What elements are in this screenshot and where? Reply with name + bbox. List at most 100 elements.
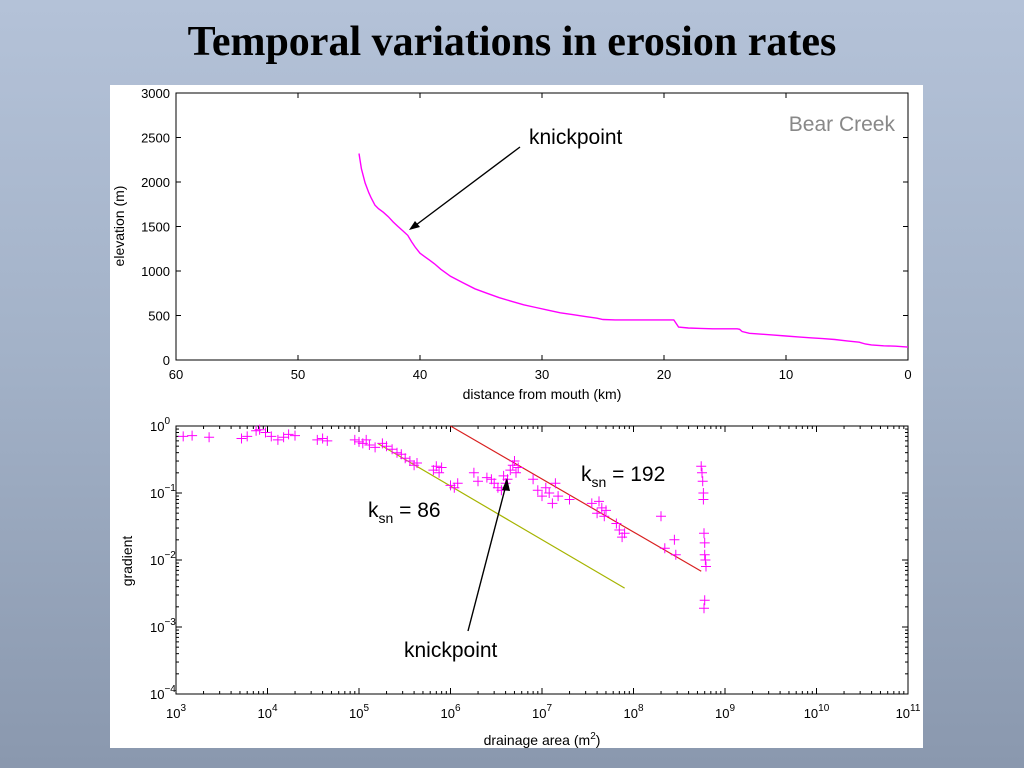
data-point-marker — [317, 433, 328, 444]
data-point-marker — [283, 429, 294, 440]
elevation-x-tick-label: 30 — [535, 367, 549, 382]
elevation-x-axis-label: distance from mouth (km) — [463, 386, 622, 402]
data-point-marker — [699, 537, 710, 548]
data-point-marker — [468, 467, 479, 478]
data-point-marker — [544, 488, 555, 498]
data-point-marker — [697, 467, 707, 478]
data-point-marker — [564, 494, 575, 505]
data-point-marker — [481, 472, 492, 483]
data-point-marker — [596, 502, 607, 513]
data-point-marker — [322, 435, 333, 446]
elevation-y-tick-label: 2000 — [141, 175, 170, 190]
data-point-marker — [699, 595, 710, 606]
data-point-marker — [392, 447, 402, 458]
data-point-marker — [266, 431, 277, 442]
data-point-marker — [699, 549, 710, 560]
data-point-marker — [409, 460, 420, 471]
slope-area-x-ticks: 103 104 105 106 107 108 109 1010 1011 — [166, 426, 921, 721]
data-point-marker — [513, 462, 524, 473]
data-point-marker — [586, 498, 597, 509]
elevation-y-tick-label: 0 — [163, 353, 170, 368]
elevation-x-tick-label: 60 — [169, 367, 183, 382]
data-point-marker — [537, 491, 547, 502]
ksn-86-label: ksn = 86 — [368, 499, 441, 526]
data-point-marker — [697, 476, 708, 487]
data-point-marker — [698, 494, 709, 505]
elevation-y-tick-label: 2500 — [141, 131, 170, 146]
figure-panel: 60 50 40 30 20 10 0 0 500 1000 1500 2000 2500 3000 d… — [110, 85, 923, 748]
data-point-marker — [412, 458, 422, 468]
data-point-marker — [670, 549, 681, 560]
slope-area-axes: 103 104 105 106 107 108 109 1010 1011 10−410−310… — [119, 416, 921, 748]
data-point-marker — [473, 476, 483, 487]
knickpoint-label-top: knickpoint — [529, 126, 623, 149]
slope-area-x-tick-label: 104 — [257, 703, 277, 721]
data-point-marker — [509, 456, 520, 466]
slope-area-x-axis-label: drainage area (m2) — [484, 731, 601, 748]
elevation-x-tick-label: 0 — [904, 367, 911, 382]
data-point-marker — [599, 511, 610, 522]
slope-area-points — [178, 424, 711, 614]
data-point-marker — [700, 555, 711, 565]
slide-title: Temporal variations in erosion rates — [187, 19, 837, 65]
slope-area-x-tick-label: 1011 — [896, 703, 921, 721]
data-point-marker — [696, 461, 707, 472]
data-point-marker — [364, 440, 375, 450]
data-point-marker — [507, 460, 518, 471]
elevation-profile-line — [358, 153, 909, 348]
data-point-marker — [272, 434, 283, 445]
data-point-marker — [619, 528, 630, 539]
data-point-marker — [594, 496, 604, 507]
fit-line-ksn-86 — [377, 442, 625, 589]
data-point-marker — [532, 485, 543, 496]
fit-line-ksn-192 — [450, 425, 702, 572]
slope-area-x-tick-label: 1010 — [804, 703, 830, 721]
data-point-marker — [452, 478, 463, 489]
data-point-marker — [528, 474, 539, 485]
data-point-marker — [611, 518, 622, 529]
slope-area-x-tick-label: 105 — [349, 703, 369, 721]
data-point-marker — [434, 467, 445, 478]
data-point-marker — [701, 561, 711, 572]
slope-area-y-ticks: 10−4 10−3 10−2 10−1 100 — [150, 416, 908, 702]
data-point-marker — [436, 462, 447, 473]
ksn-192-label: ksn = 192 — [581, 463, 665, 490]
data-point-marker — [614, 525, 625, 535]
elevation-y-tick-label: 1500 — [141, 220, 170, 235]
slope-area-y-axis-label: gradient — [119, 536, 135, 587]
slope-area-y-tick-label: 100 — [150, 416, 170, 434]
data-point-marker — [486, 474, 497, 485]
elevation-y-tick-label: 500 — [148, 309, 170, 324]
data-point-marker — [370, 442, 381, 453]
data-point-marker — [659, 543, 670, 554]
data-point-marker — [349, 434, 360, 445]
elevation-y-ticks: 0 500 1000 1500 2000 2500 3000 — [141, 86, 908, 368]
slope-area-x-tick-label: 107 — [532, 703, 552, 721]
data-point-marker — [547, 498, 558, 509]
data-point-marker — [404, 456, 415, 466]
knickpoint-arrow-bottom — [467, 484, 507, 632]
slope-area-plot-frame — [175, 425, 909, 695]
slope-area-y-tick-label: 10−4 — [150, 684, 176, 702]
data-point-marker — [656, 511, 666, 522]
elevation-y-tick-label: 3000 — [141, 86, 170, 101]
elevation-y-axis-label: elevation (m) — [111, 186, 127, 267]
slope-area-x-tick-label: 103 — [166, 703, 186, 721]
data-point-marker — [511, 467, 521, 478]
data-point-marker — [540, 482, 551, 493]
data-point-marker — [669, 534, 680, 545]
elevation-x-ticks: 60 50 40 30 20 10 0 — [169, 93, 912, 382]
knickpoint-label-bottom: knickpoint — [404, 639, 498, 662]
slope-area-x-tick-label: 106 — [440, 703, 460, 721]
data-point-marker — [377, 438, 388, 449]
slope-area-y-tick-label: 10−2 — [150, 550, 176, 568]
data-point-marker — [242, 431, 253, 442]
data-point-marker — [400, 453, 411, 464]
slope-area-x-tick-label: 109 — [715, 703, 735, 721]
slope-area-y-tick-label: 10−1 — [150, 483, 176, 501]
data-point-marker — [431, 461, 442, 472]
elevation-x-tick-label: 10 — [779, 367, 793, 382]
slope-area-y-tick-label: 10−3 — [150, 617, 176, 635]
knickpoint-arrowhead-bottom — [502, 478, 510, 491]
